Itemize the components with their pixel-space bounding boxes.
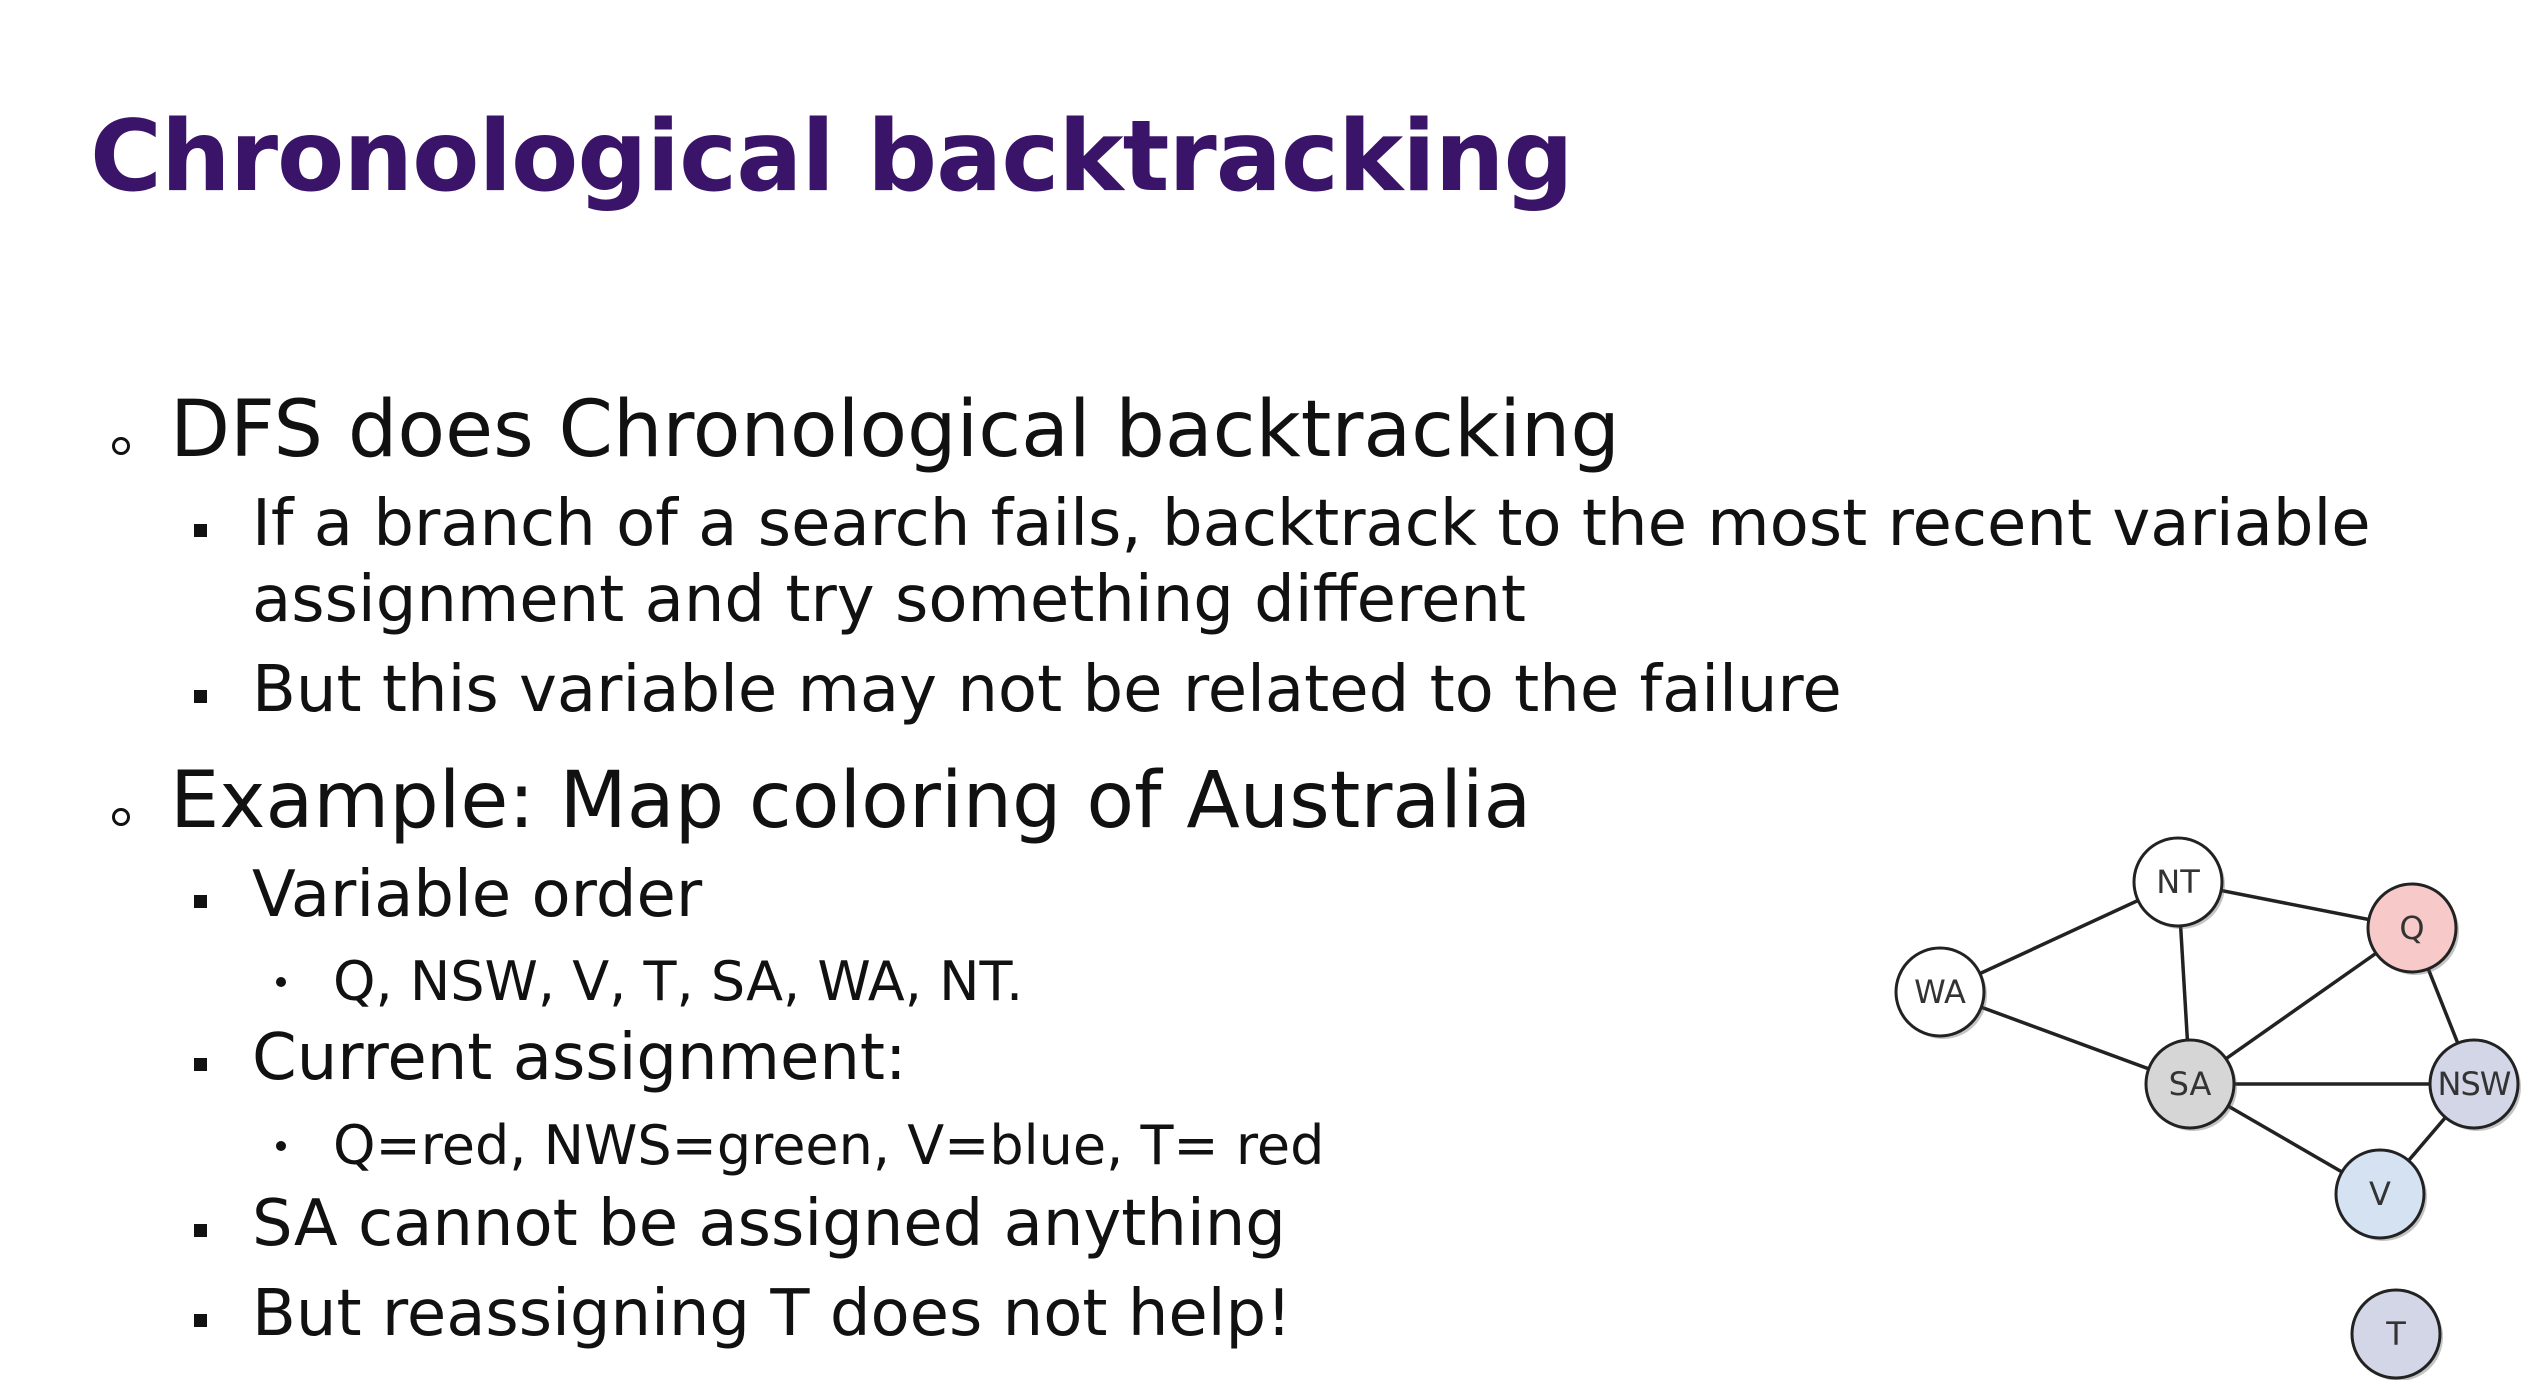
bullet-branch-fails-line2: assignment and try something different xyxy=(252,563,1526,637)
node-label: SA xyxy=(2169,1065,2212,1103)
node-label: V xyxy=(2369,1175,2391,1213)
bullet-square-icon xyxy=(194,895,207,908)
bullet-reassigning-t: But reassigning T does not help! xyxy=(252,1277,1292,1351)
node-circle xyxy=(2132,836,2224,928)
node-nt: NT xyxy=(2132,836,2225,929)
bullet-square-icon xyxy=(194,1314,207,1327)
node-label: T xyxy=(2385,1315,2406,1353)
node-circle xyxy=(2366,882,2458,974)
bullet-variable-order: Variable order xyxy=(252,858,703,932)
bullet-square-icon xyxy=(194,690,207,703)
node-label: Q xyxy=(2399,909,2424,947)
bullet-circle-icon xyxy=(112,437,130,455)
current-assignment-values: Q=red, NWS=green, V=blue, T= red xyxy=(333,1114,1325,1177)
bullet-unrelated-variable: But this variable may not be related to … xyxy=(252,653,1842,727)
slide-title: Chronological backtracking xyxy=(90,100,1574,214)
bullet-square-icon xyxy=(194,1224,207,1237)
node-label: WA xyxy=(1914,973,1966,1011)
node-label: NT xyxy=(2156,863,2200,901)
node-wa: WA xyxy=(1894,946,1987,1039)
bullet-sa-cannot-assign: SA cannot be assigned anything xyxy=(252,1187,1286,1261)
node-nsw: NSW xyxy=(2428,1038,2521,1131)
bullet-example-text: Example: Map coloring of Australia xyxy=(170,756,1532,846)
bullet-square-icon xyxy=(194,524,207,537)
node-circle xyxy=(1894,946,1986,1038)
bullet-dot-icon xyxy=(276,977,286,987)
bullet-dfs-text: DFS does Chronological backtracking xyxy=(170,385,1620,475)
node-v: V xyxy=(2334,1148,2427,1241)
node-label: NSW xyxy=(2438,1065,2511,1103)
node-sa: SA xyxy=(2144,1038,2237,1131)
node-t: T xyxy=(2350,1288,2443,1380)
bullet-branch-fails-line1: If a branch of a search fails, backtrack… xyxy=(252,487,2371,561)
bullet-circle-icon xyxy=(112,808,130,826)
australia-constraint-graph: NT Q WA SA NSW V T xyxy=(1894,836,2521,1380)
graph-nodes: NT Q WA SA NSW V T xyxy=(1894,836,2521,1380)
bullet-square-icon xyxy=(194,1058,207,1071)
node-q: Q xyxy=(2366,882,2459,975)
variable-order-list: Q, NSW, V, T, SA, WA, NT. xyxy=(333,950,1024,1013)
bullet-dot-icon xyxy=(276,1141,286,1151)
bullet-current-assignment: Current assignment: xyxy=(252,1021,907,1095)
node-circle xyxy=(2144,1038,2236,1130)
node-circle xyxy=(2334,1148,2426,1240)
node-circle xyxy=(2428,1038,2520,1130)
